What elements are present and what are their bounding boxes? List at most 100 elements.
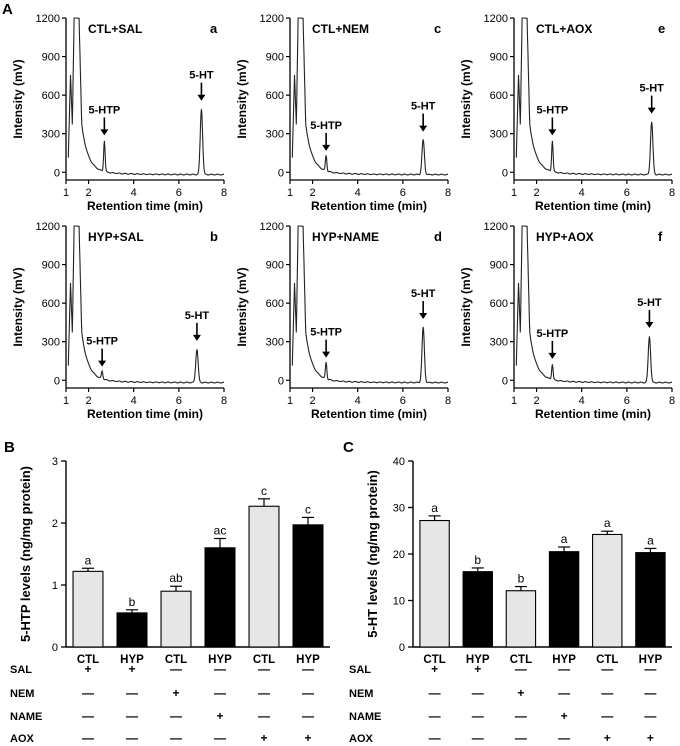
y-tick-label: 300 <box>266 129 284 141</box>
treatment-sign: + <box>172 686 179 700</box>
x-tick-label: 6 <box>400 187 406 199</box>
category-label: CTL <box>423 654 445 666</box>
treatment-sign: — <box>258 662 270 676</box>
y-tick-label: 900 <box>490 260 508 272</box>
treatment-sign: — <box>214 686 226 700</box>
peak-5ht-label: 5-HT <box>411 288 436 300</box>
y-tick-label: 0 <box>278 375 284 387</box>
y-tick-label: 600 <box>490 90 508 102</box>
peak-5ht-arrow-head <box>645 322 654 328</box>
chromatogram-panel-f: 0 300 600 900 1200 1 2 4 6 8 Retention time (min) I… <box>459 221 675 421</box>
chromatogram-title: HYP+SAL <box>88 230 144 244</box>
x-axis-title: Retention time (min) <box>535 407 651 421</box>
y-tick-label: 3 <box>52 456 58 468</box>
chromatogram-trace <box>67 17 224 176</box>
treatment-sign: — <box>472 709 484 723</box>
significance-letter: b <box>129 595 136 609</box>
peak-5ht-label: 5-HT <box>639 83 664 95</box>
peak-5ht-arrow-head <box>419 125 428 132</box>
treatment-sign: + <box>517 686 524 700</box>
category-label: HYP <box>120 654 144 666</box>
significance-letter: a <box>647 533 654 547</box>
significance-letter: ac <box>214 524 227 538</box>
y-tick-label: 300 <box>42 337 60 349</box>
treatment-row-label: NAME <box>10 711 42 723</box>
y-tick-label: 600 <box>42 90 60 102</box>
category-label: HYP <box>466 654 490 666</box>
x-tick-label: 4 <box>579 187 585 199</box>
treatment-sign: — <box>644 709 656 723</box>
treatment-sign: + <box>84 662 91 676</box>
x-tick-label: 8 <box>445 395 451 407</box>
treatment-table: SAL + + — — — —NEM — — + — — —NAME — — — + — —AOX — — — — + +SAL… <box>10 662 656 745</box>
treatment-sign: + <box>561 709 568 723</box>
peak-5htp-arrow-head <box>98 360 107 367</box>
treatment-sign: — <box>515 709 527 723</box>
bar <box>116 612 148 648</box>
y-tick-label: 900 <box>266 260 284 272</box>
treatment-sign: — <box>126 731 138 745</box>
y-axis-title: Intensity (mV) <box>11 59 25 138</box>
treatment-row-label: SAL <box>10 664 32 676</box>
peak-5htp-arrow-head <box>100 129 109 136</box>
x-tick-label: 8 <box>669 187 675 199</box>
treatment-sign: — <box>82 709 94 723</box>
chromatogram-title: HYP+AOX <box>536 230 594 244</box>
treatment-sign: + <box>431 662 438 676</box>
chromatogram-trace <box>67 225 224 384</box>
x-tick-label: 8 <box>221 395 227 407</box>
y-tick-label: 1200 <box>260 221 284 233</box>
y-tick-label: 1200 <box>36 221 60 233</box>
peak-5ht-arrow-head <box>647 107 656 114</box>
treatment-sign: — <box>515 662 527 676</box>
x-tick-label: 6 <box>624 187 630 199</box>
y-tick-label: 900 <box>42 52 60 64</box>
x-tick-label: 1 <box>63 395 69 407</box>
treatment-row-label: NAME <box>349 711 381 723</box>
x-tick-label: 6 <box>176 395 182 407</box>
significance-letter: a <box>431 501 438 515</box>
x-axis-title: Retention time (min) <box>311 407 427 421</box>
chromatogram-trace <box>515 17 672 176</box>
peak-5htp-label: 5-HTP <box>310 327 342 339</box>
significance-letter: a <box>604 516 611 530</box>
y-tick-label: 600 <box>266 90 284 102</box>
peak-5htp-label: 5-HTP <box>88 104 120 116</box>
treatment-sign: — <box>302 709 314 723</box>
y-tick-label: 0 <box>502 375 508 387</box>
y-tick-label: 300 <box>490 337 508 349</box>
x-axis-title: Retention time (min) <box>535 199 651 213</box>
y-tick-label: 0 <box>52 642 58 654</box>
chromatogram-trace <box>515 225 672 384</box>
x-tick-label: 8 <box>669 395 675 407</box>
x-tick-label: 2 <box>534 395 540 407</box>
significance-letter: c <box>305 502 311 516</box>
category-label: HYP <box>639 654 663 666</box>
x-tick-label: 2 <box>310 395 316 407</box>
y-tick-label: 0 <box>54 167 60 179</box>
bar <box>548 551 580 648</box>
x-tick-label: 6 <box>400 395 406 407</box>
treatment-row-label: SAL <box>349 664 371 676</box>
significance-letter: ab <box>169 571 183 585</box>
y-tick-label: 0 <box>278 167 284 179</box>
x-tick-label: 1 <box>287 187 293 199</box>
y-tick-label: 600 <box>490 298 508 310</box>
treatment-sign: — <box>170 731 182 745</box>
category-label: HYP <box>296 654 320 666</box>
treatment-sign: + <box>304 731 311 745</box>
panel-b-letter: B <box>4 439 15 456</box>
significance-letter: b <box>518 572 525 586</box>
y-tick-label: 900 <box>42 260 60 272</box>
chromatogram-trace <box>291 225 448 384</box>
treatment-sign: — <box>214 662 226 676</box>
peak-5htp-label: 5-HTP <box>536 104 568 116</box>
treatment-sign: + <box>474 662 481 676</box>
y-axis-title: Intensity (mV) <box>11 267 25 346</box>
peak-5ht-arrow-head <box>197 94 206 101</box>
x-tick-label: 4 <box>355 187 361 199</box>
panel-c-letter: C <box>343 439 354 456</box>
peak-5ht-label: 5-HT <box>637 297 662 309</box>
x-tick-label: 2 <box>86 187 92 199</box>
